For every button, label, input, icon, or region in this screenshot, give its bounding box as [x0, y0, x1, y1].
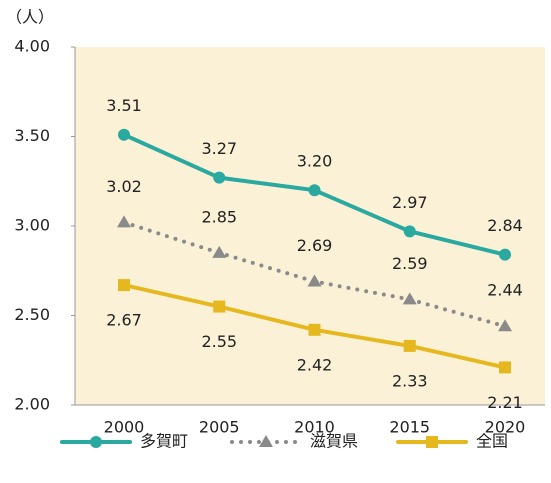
marker	[402, 292, 417, 305]
marker	[403, 339, 416, 352]
marker	[308, 323, 321, 336]
data-label: 2.69	[297, 236, 333, 255]
marker	[213, 300, 226, 313]
legend-marker	[259, 435, 273, 447]
marker	[307, 274, 322, 287]
marker	[118, 128, 130, 141]
marker	[403, 225, 416, 238]
data-label: 2.84	[487, 216, 523, 235]
marker	[308, 184, 321, 197]
data-label: 2.44	[487, 281, 523, 300]
plot-area	[75, 47, 545, 405]
marker	[117, 215, 131, 228]
data-label: 3.02	[106, 177, 142, 196]
x-tick-label: 2010	[294, 418, 335, 437]
data-label: 2.85	[201, 207, 237, 226]
data-label: 3.51	[106, 96, 142, 115]
data-label: 2.59	[392, 254, 428, 273]
marker	[498, 319, 512, 332]
marker	[213, 171, 226, 184]
legend-label: 全国	[476, 432, 508, 451]
data-label: 2.21	[487, 393, 523, 412]
y-axis-label: （人）	[6, 8, 54, 27]
data-label: 3.27	[201, 139, 237, 158]
data-label: 2.55	[201, 332, 237, 351]
data-label: 2.42	[297, 355, 333, 374]
marker	[499, 361, 511, 374]
legend-marker	[90, 436, 102, 448]
y-tick-label: 4.00	[14, 37, 50, 56]
data-label: 2.97	[392, 193, 428, 212]
x-tick-label: 2000	[104, 418, 145, 437]
data-label: 2.33	[392, 371, 428, 390]
legend-label: 滋賀県	[310, 432, 358, 451]
y-tick-label: 2.00	[14, 395, 50, 414]
marker	[118, 279, 130, 292]
y-tick-label: 3.50	[14, 126, 50, 145]
marker	[499, 248, 511, 261]
legend-label: 多賀町	[140, 432, 188, 451]
legend-marker	[426, 436, 438, 448]
marker	[212, 245, 227, 258]
y-tick-label: 3.00	[14, 216, 50, 235]
data-label: 3.20	[297, 152, 333, 171]
x-tick-label: 2015	[389, 418, 430, 437]
x-tick-label: 2020	[485, 418, 526, 437]
y-tick-label: 2.50	[14, 305, 50, 324]
x-tick-label: 2005	[199, 418, 240, 437]
data-label: 2.67	[106, 311, 142, 330]
